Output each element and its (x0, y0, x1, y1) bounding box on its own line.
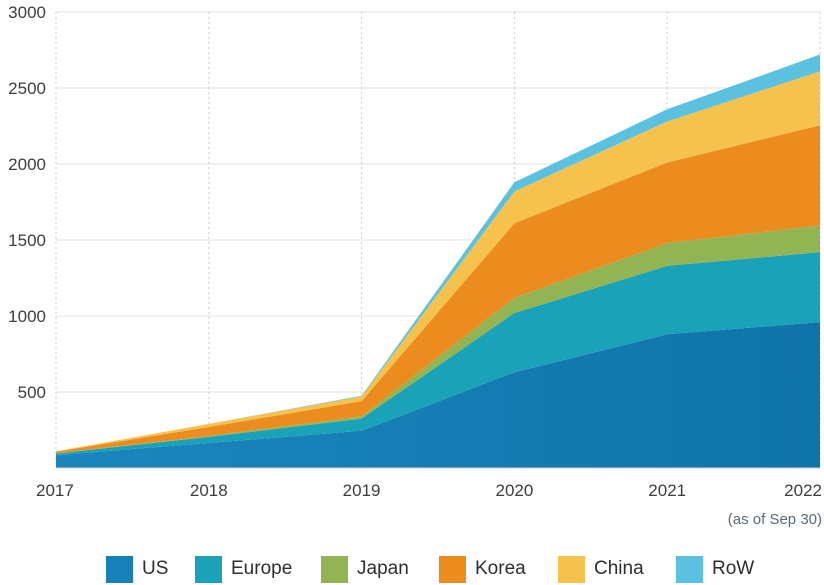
legend-item-china: China (558, 554, 644, 584)
legend: US Europe Japan Korea China RoW (0, 554, 824, 584)
legend-item-europe: Europe (195, 554, 292, 584)
y-tick-label: 500 (18, 383, 46, 402)
legend-label: China (594, 558, 644, 579)
legend-label: US (142, 558, 169, 579)
legend-swatch (439, 555, 466, 583)
area-us (56, 322, 820, 468)
axes: 500 1000 1500 2000 2500 3000 2017 2018 2019 2020 2… (8, 3, 822, 528)
x-tick-label: 2019 (343, 481, 381, 500)
legend-swatch (676, 555, 703, 583)
legend-label: Korea (475, 558, 526, 579)
x-tick-label: 2020 (495, 481, 533, 500)
x-axis-note: (as of Sep 30) (728, 511, 822, 528)
x-tick-label: 2021 (648, 481, 686, 500)
y-tick-label: 2500 (8, 79, 46, 98)
y-tick-label: 2000 (8, 155, 46, 174)
area-series-layer (56, 54, 820, 468)
chart-plot: 500 1000 1500 2000 2500 3000 2017 2018 2019 2020 2… (8, 3, 822, 528)
area-china (56, 71, 820, 452)
legend-label: RoW (712, 558, 755, 579)
legend-item-korea: Korea (439, 554, 526, 584)
legend-item-row: RoW (676, 554, 754, 584)
x-tick-label: 2022 (784, 481, 822, 500)
legend-label: Europe (231, 558, 293, 579)
legend-swatch (558, 555, 585, 583)
legend-label: Japan (357, 558, 409, 579)
area-japan (56, 225, 820, 454)
y-tick-label: 1000 (8, 307, 46, 326)
legend-swatch (195, 555, 222, 583)
legend-swatch (106, 555, 133, 583)
legend-item-japan: Japan (321, 554, 409, 584)
legend-swatch (321, 555, 348, 583)
y-tick-label: 3000 (8, 3, 46, 22)
area-row (56, 54, 820, 452)
x-tick-label: 2018 (190, 481, 228, 500)
legend-item-us: US (106, 554, 168, 584)
y-tick-label: 1500 (8, 231, 46, 250)
x-tick-label: 2017 (36, 481, 74, 500)
area-korea (56, 125, 820, 454)
area-europe (56, 252, 820, 456)
